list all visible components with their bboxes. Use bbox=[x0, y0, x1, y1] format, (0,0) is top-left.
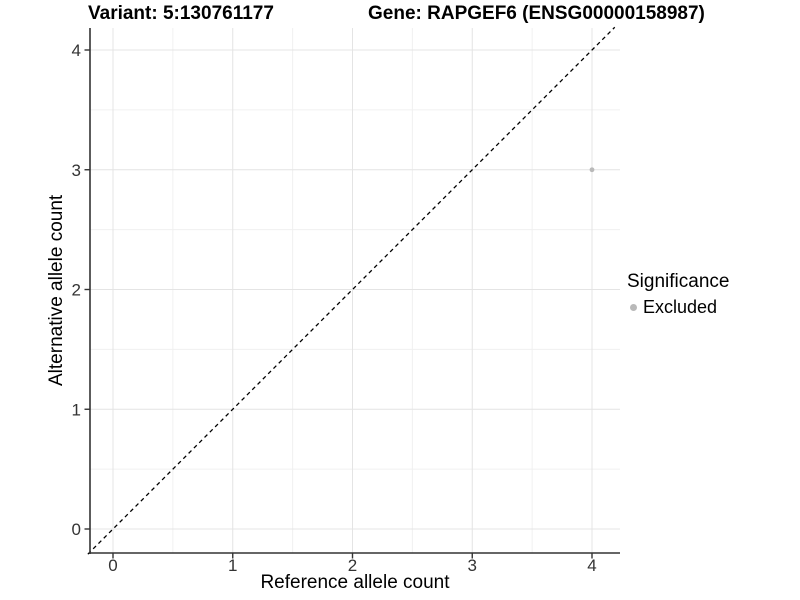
y-tick-label: 1 bbox=[72, 400, 81, 419]
legend-title: Significance bbox=[627, 271, 730, 292]
x-tick-label: 0 bbox=[108, 556, 117, 575]
x-tick-label: 1 bbox=[228, 556, 237, 575]
gene-title: Gene: RAPGEF6 (ENSG00000158987) bbox=[368, 3, 705, 24]
variant-title: Variant: 5:130761177 bbox=[88, 3, 274, 24]
y-tick-label: 3 bbox=[72, 161, 81, 180]
x-tick-label: 3 bbox=[468, 556, 477, 575]
y-tick-label: 0 bbox=[72, 520, 81, 539]
identity-dashed-line bbox=[87, 26, 616, 555]
legend-item-label: Excluded bbox=[643, 297, 718, 317]
x-tick-label: 4 bbox=[587, 556, 596, 575]
y-axis-title: Alternative allele count bbox=[46, 194, 67, 387]
y-tick-label: 4 bbox=[72, 41, 81, 60]
x-tick-label: 2 bbox=[348, 556, 357, 575]
legend-item-excluded: Excluded bbox=[630, 297, 729, 318]
y-tick-label: 2 bbox=[72, 281, 81, 300]
data-point bbox=[589, 167, 595, 173]
x-axis-title: Reference allele count bbox=[260, 572, 450, 593]
excluded-point-key-icon bbox=[630, 304, 637, 311]
legend: Significance Excluded bbox=[627, 271, 729, 318]
